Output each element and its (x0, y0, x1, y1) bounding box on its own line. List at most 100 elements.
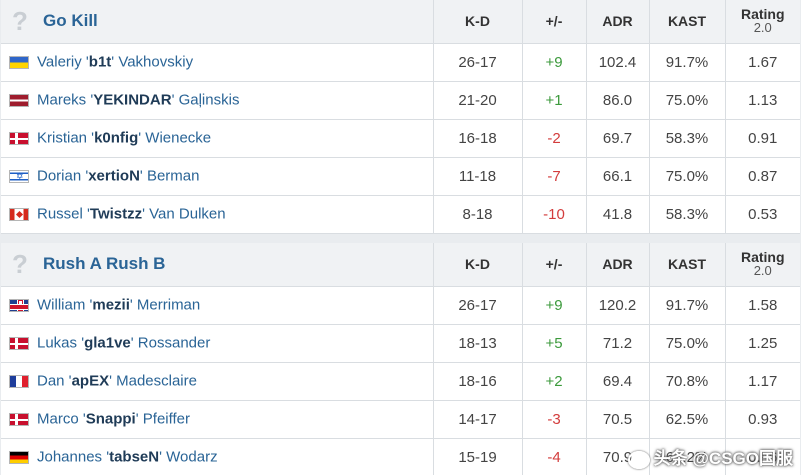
germany-flag-icon (9, 450, 29, 464)
player-first-name: Kristian ' (37, 129, 95, 147)
kast-cell: 91.7% (648, 43, 725, 82)
player-link[interactable]: Lukas 'gla1ve' Rossander (37, 335, 210, 352)
player-cell: William 'mezii' Merriman (1, 286, 433, 325)
player-last-name: ' Madesclaire (109, 372, 197, 390)
player-last-name: ' Van Dulken (142, 205, 226, 223)
player-nickname: mezii (92, 296, 130, 314)
player-cell: Dorian 'xertioN' Berman (1, 157, 433, 196)
kd-cell: 16-18 (432, 119, 522, 158)
kast-column-header[interactable]: KAST (648, 0, 725, 44)
player-link[interactable]: Valeriy 'b1t' Vakhovskiy (37, 54, 193, 71)
adr-column-header[interactable]: ADR (585, 0, 649, 44)
player-nickname: b1t (88, 53, 112, 71)
plus-minus-cell: -3 (521, 400, 586, 439)
player-first-name: Marco ' (37, 410, 86, 428)
kast-cell: 58.3% (648, 119, 725, 158)
question-mark-icon: ? (12, 248, 28, 279)
kd-cell: 8-18 (432, 195, 522, 234)
rating-cell: 0.93 (724, 400, 800, 439)
player-link[interactable]: Dan 'apEX' Madesclaire (37, 373, 197, 390)
adr-column-header[interactable]: ADR (585, 243, 649, 287)
player-nickname: k0nfig (94, 129, 139, 147)
kd-cell: 15-19 (432, 438, 522, 475)
player-rows: Valeriy 'b1t' Vakhovskiy 26-17 +9 102.4 … (1, 43, 800, 234)
israel-flag-icon (9, 169, 29, 183)
kast-cell: 75.0% (648, 81, 725, 120)
watermark-logo-icon (627, 450, 650, 469)
player-link[interactable]: William 'mezii' Merriman (37, 297, 200, 314)
plus-minus-column-header[interactable]: +/- (521, 243, 586, 287)
rating-version: 2.0 (753, 263, 772, 279)
player-first-name: Dorian ' (37, 167, 89, 185)
plus-minus-cell: +9 (521, 286, 586, 325)
ukraine-flag-icon (9, 55, 29, 69)
player-nickname: tabseN (109, 448, 160, 466)
player-cell: Russel 'Twistzz' Van Dulken (1, 195, 433, 234)
player-last-name: ' Merriman (129, 296, 201, 314)
rating-column-header[interactable]: Rating 2.0 (724, 243, 800, 287)
plus-minus-cell: -10 (521, 195, 586, 234)
denmark-flag-icon (9, 412, 29, 426)
team-stats-table: ? Rush A Rush B K-D +/- ADR KAST Rating 2… (1, 243, 800, 475)
player-last-name: ' Gaļinskis (171, 91, 240, 109)
player-last-name: ' Berman (139, 167, 200, 185)
rating-label: Rating (740, 249, 785, 266)
team-name[interactable]: Go Kill (43, 11, 98, 31)
player-link[interactable]: Marco 'Snappi' Pfeiffer (37, 411, 190, 428)
player-first-name: Valeriy ' (37, 53, 89, 71)
kd-column-header[interactable]: K-D (432, 243, 522, 287)
player-link[interactable]: Dorian 'xertioN' Berman (37, 168, 199, 185)
rating-cell: 0.86 (724, 438, 800, 475)
player-last-name: ' Wodarz (159, 448, 218, 466)
rating-cell: 0.87 (724, 157, 800, 196)
plus-minus-cell: -2 (521, 119, 586, 158)
player-cell: Mareks 'YEKINDAR' Gaļinskis (1, 81, 433, 120)
adr-cell: 69.7 (585, 119, 649, 158)
table-row: Russel 'Twistzz' Van Dulken 8-18 -10 41.… (1, 195, 800, 234)
kast-cell: 70.8% (648, 362, 725, 401)
table-row: Johannes 'tabseN' Wodarz 15-19 -4 70.9 6… (1, 438, 800, 475)
table-row: Dan 'apEX' Madesclaire 18-16 +2 69.4 70.… (1, 362, 800, 401)
rating-cell: 1.58 (724, 286, 800, 325)
rating-cell: 1.67 (724, 43, 800, 82)
rating-version: 2.0 (753, 20, 772, 36)
rating-cell: 1.17 (724, 362, 800, 401)
player-link[interactable]: Russel 'Twistzz' Van Dulken (37, 206, 226, 223)
plus-minus-cell: -4 (521, 438, 586, 475)
kast-column-header[interactable]: KAST (648, 243, 725, 287)
kast-cell: 64.2% (648, 438, 725, 475)
player-link[interactable]: Kristian 'k0nfig' Wienecke (37, 130, 211, 147)
kast-cell: 91.7% (648, 286, 725, 325)
adr-cell: 70.5 (585, 400, 649, 439)
rating-cell: 0.91 (724, 119, 800, 158)
kd-column-header[interactable]: K-D (432, 0, 522, 44)
table-row: Lukas 'gla1ve' Rossander 18-13 +5 71.2 7… (1, 324, 800, 363)
latvia-flag-icon (9, 93, 29, 107)
table-row: William 'mezii' Merriman 26-17 +9 120.2 … (1, 286, 800, 325)
canada-flag-icon (9, 207, 29, 221)
table-row: Mareks 'YEKINDAR' Gaļinskis 21-20 +1 86.… (1, 81, 800, 120)
player-rows: William 'mezii' Merriman 26-17 +9 120.2 … (1, 286, 800, 475)
denmark-flag-icon (9, 336, 29, 350)
watermark-text: 头条 @CSGO国服 (653, 449, 793, 468)
rating-column-header[interactable]: Rating 2.0 (724, 0, 800, 44)
kast-cell: 62.5% (648, 400, 725, 439)
plus-minus-column-header[interactable]: +/- (521, 0, 586, 44)
player-cell: Valeriy 'b1t' Vakhovskiy (1, 43, 433, 82)
player-nickname: apEX (71, 372, 110, 390)
uk-flag-icon (9, 298, 29, 312)
denmark-flag-icon (9, 131, 29, 145)
player-link[interactable]: Johannes 'tabseN' Wodarz (37, 449, 218, 466)
player-first-name: Dan ' (37, 372, 72, 390)
player-link[interactable]: Mareks 'YEKINDAR' Gaļinskis (37, 92, 239, 109)
player-last-name: ' Wienecke (138, 129, 212, 147)
team-header-cell: ? Go Kill (1, 0, 433, 44)
adr-cell: 41.8 (585, 195, 649, 234)
player-nickname: Snappi (85, 410, 136, 428)
team-name[interactable]: Rush A Rush B (43, 254, 166, 274)
plus-minus-cell: +5 (521, 324, 586, 363)
plus-minus-cell: +2 (521, 362, 586, 401)
player-nickname: xertioN (88, 167, 140, 185)
kast-cell: 75.0% (648, 157, 725, 196)
